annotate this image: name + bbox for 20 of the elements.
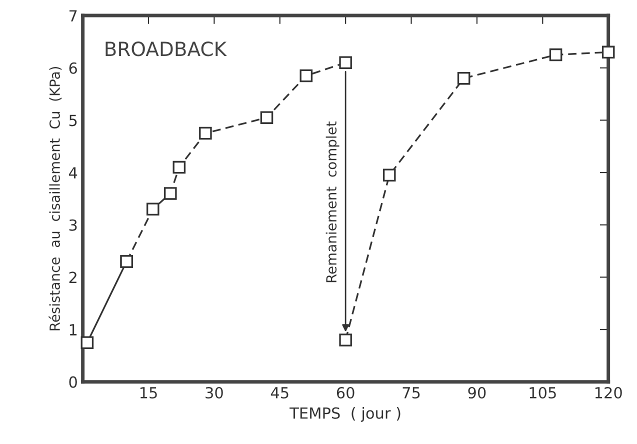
y-tick-label: 3: [69, 219, 77, 231]
x-tick-label: 60: [336, 386, 354, 399]
y-axis-title: Résistance au cisaillement Cu (KPa): [48, 66, 62, 330]
text: BROADBACK: [106, 42, 227, 56]
x-tick-label: 15: [140, 387, 157, 399]
x-axis-title: TEMPS ( jour ): [290, 407, 400, 422]
y-tick-label: 5: [69, 114, 77, 126]
x-tick-label: 90: [468, 386, 486, 399]
y-tick-label: 6: [69, 62, 77, 74]
y-tick-label: 4: [68, 167, 78, 178]
x-tick-label: 120: [595, 386, 622, 399]
y-tick-label: 7: [69, 10, 77, 22]
y-tick-label: 0: [69, 376, 77, 388]
x-tick-label: 75: [402, 387, 420, 399]
x-tick-label: 45: [270, 387, 288, 399]
y-tick-label: 2: [69, 272, 76, 283]
y-tick-label: 1: [70, 324, 77, 336]
annotation: Remaniement complet: [326, 122, 340, 282]
x-tick-label: 105: [530, 386, 556, 399]
x-tick-label: 30: [206, 386, 223, 399]
